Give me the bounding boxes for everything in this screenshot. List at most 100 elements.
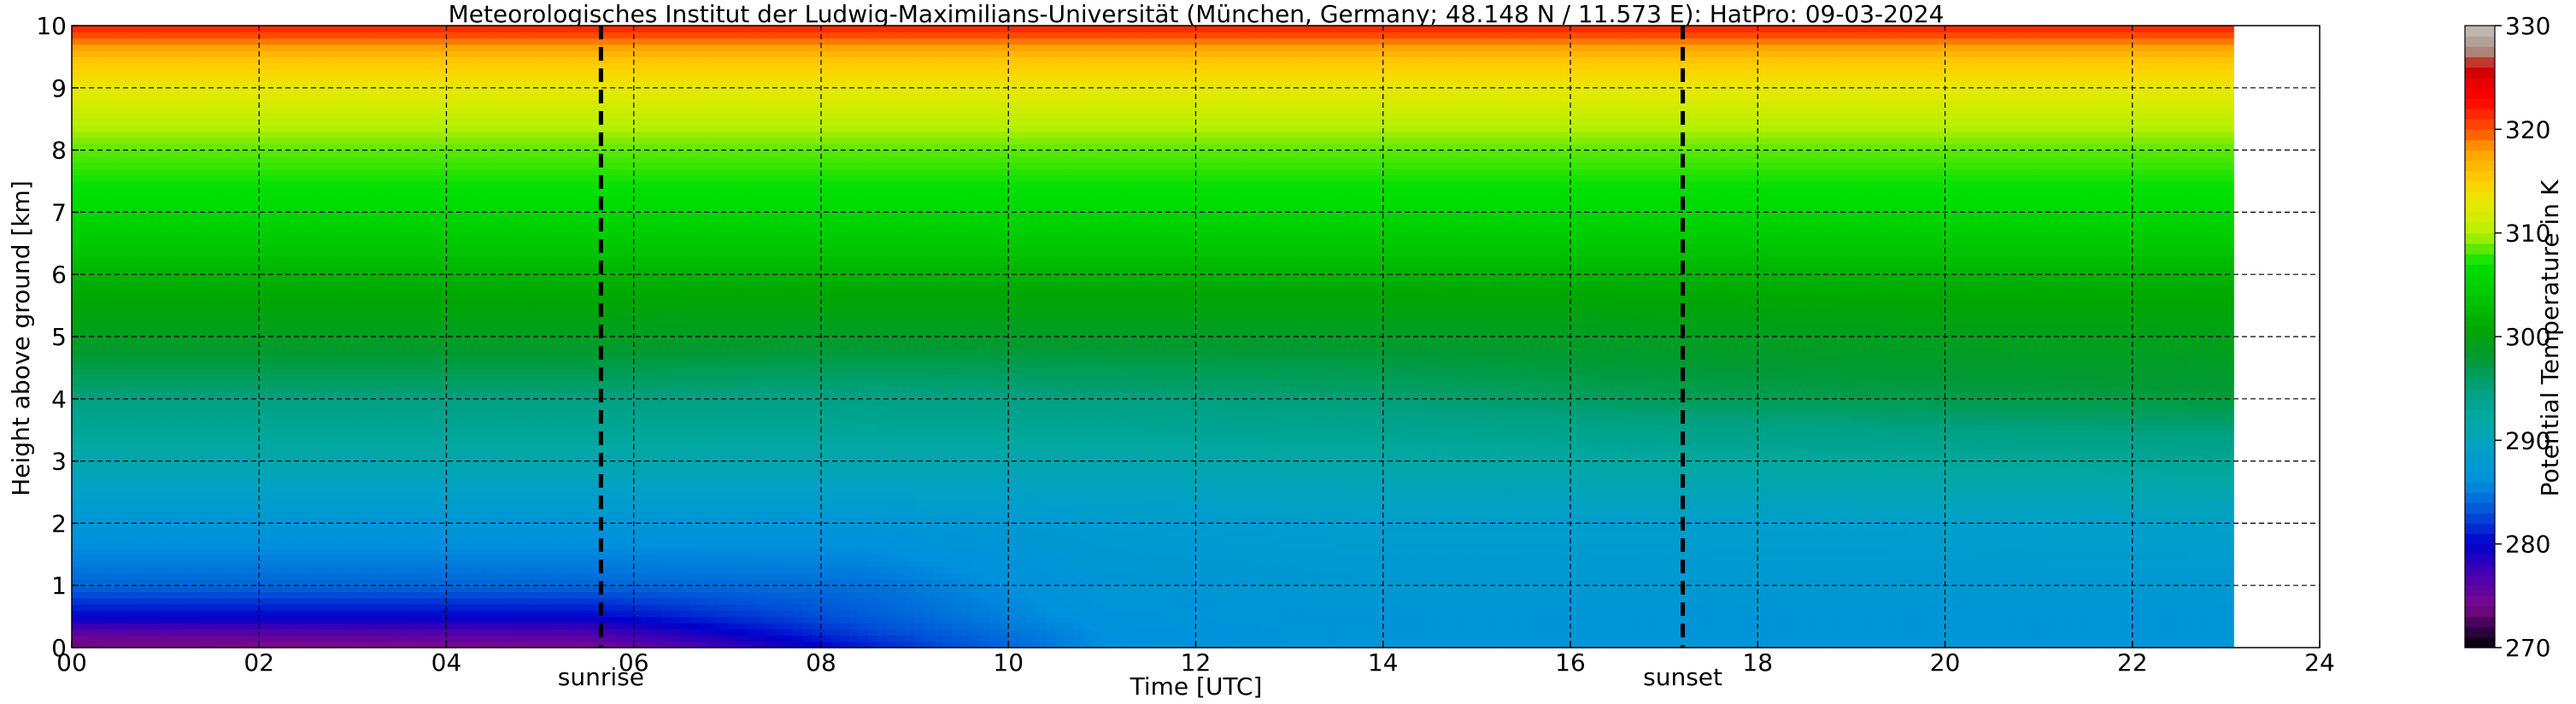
heatmap-cell [343, 138, 354, 144]
heatmap-cell [240, 443, 250, 449]
heatmap-cell [521, 44, 531, 51]
heatmap-cell [138, 138, 148, 144]
heatmap-cell [147, 386, 157, 393]
heatmap-cell [109, 467, 120, 474]
heatmap-cell [212, 498, 222, 505]
heatmap-cell [147, 635, 157, 642]
heatmap-cell [166, 168, 176, 175]
heatmap-cell [493, 449, 503, 455]
heatmap-cell [419, 318, 429, 325]
heatmap-cell [409, 355, 420, 362]
heatmap-cell [447, 32, 457, 38]
heatmap-cell [409, 63, 420, 70]
heatmap-cell [362, 63, 373, 70]
heatmap-cell [334, 138, 344, 144]
heatmap-cell [372, 100, 382, 107]
heatmap-cell [240, 212, 250, 219]
heatmap-cell [231, 424, 241, 431]
heatmap-cell [231, 560, 241, 567]
heatmap-cell [306, 430, 316, 437]
heatmap-cell [362, 56, 373, 63]
heatmap-cell [353, 107, 363, 114]
heatmap-cell [521, 32, 531, 38]
heatmap-cell [381, 38, 391, 45]
heatmap-cell [325, 26, 335, 32]
heatmap-cell [437, 449, 448, 455]
heatmap-cell [296, 280, 307, 287]
heatmap-cell [512, 187, 522, 194]
heatmap-cell [381, 318, 391, 325]
heatmap-cell [521, 88, 531, 95]
heatmap-cell [474, 26, 484, 32]
heatmap-cell [474, 187, 484, 194]
heatmap-cell [390, 399, 401, 406]
heatmap-cell [212, 585, 222, 592]
heatmap-cell [465, 32, 475, 38]
heatmap-cell [287, 343, 297, 349]
heatmap-cell [147, 293, 157, 300]
heatmap-cell [166, 554, 176, 561]
heatmap-cell [372, 498, 382, 505]
heatmap-cell [409, 200, 420, 207]
heatmap-cell [390, 132, 401, 138]
heatmap-cell [447, 386, 457, 393]
heatmap-cell [400, 560, 410, 567]
heatmap-cell [287, 473, 297, 480]
heatmap-cell [325, 566, 335, 573]
heatmap-cell [474, 511, 484, 518]
heatmap-cell [278, 461, 288, 468]
heatmap-cell [147, 287, 157, 294]
heatmap-cell [484, 549, 494, 555]
heatmap-cell [72, 63, 82, 70]
heatmap-cell [325, 530, 335, 537]
heatmap-cell [521, 132, 531, 138]
heatmap-cell [493, 113, 503, 120]
heatmap-cell [390, 219, 401, 226]
heatmap-cell [72, 492, 82, 499]
heatmap-cell [334, 168, 344, 175]
heatmap-cell [502, 386, 513, 393]
heatmap-cell [502, 255, 513, 262]
heatmap-cell [175, 219, 185, 226]
heatmap-cell [512, 26, 522, 32]
heatmap-cell [447, 262, 457, 269]
heatmap-cell [278, 156, 288, 163]
heatmap-cell [91, 162, 101, 169]
heatmap-cell [493, 473, 503, 480]
heatmap-cell [287, 26, 297, 32]
heatmap-cell [240, 560, 250, 567]
heatmap-cell [521, 405, 531, 412]
heatmap-cell [400, 598, 410, 605]
heatmap-cell [381, 175, 391, 182]
heatmap-cell [138, 399, 148, 406]
heatmap-cell [455, 492, 466, 499]
heatmap-cell [259, 523, 269, 530]
heatmap-cell [249, 162, 260, 169]
heatmap-cell [249, 63, 260, 70]
heatmap-cell [437, 113, 448, 120]
heatmap-cell [306, 566, 316, 573]
heatmap-cell [531, 324, 541, 331]
heatmap-cell [202, 629, 213, 636]
heatmap-cell [249, 324, 260, 331]
heatmap-cell [409, 50, 420, 57]
heatmap-cell [231, 280, 241, 287]
heatmap-cell [268, 523, 279, 530]
heatmap-cell [268, 200, 279, 207]
heatmap-cell [128, 162, 138, 169]
heatmap-cell [455, 542, 466, 549]
heatmap-cell [91, 560, 101, 567]
heatmap-cell [343, 542, 354, 549]
heatmap-cell [296, 75, 307, 82]
heatmap-cell [447, 132, 457, 138]
heatmap-cell [400, 113, 410, 120]
heatmap-cell [315, 293, 326, 300]
heatmap-cell [315, 430, 326, 437]
heatmap-cell [156, 361, 167, 368]
heatmap-cell [419, 200, 429, 207]
heatmap-cell [296, 132, 307, 138]
heatmap-cell [202, 430, 213, 437]
heatmap-cell [185, 255, 195, 262]
heatmap-cell [138, 125, 148, 132]
heatmap-cell [334, 492, 344, 499]
